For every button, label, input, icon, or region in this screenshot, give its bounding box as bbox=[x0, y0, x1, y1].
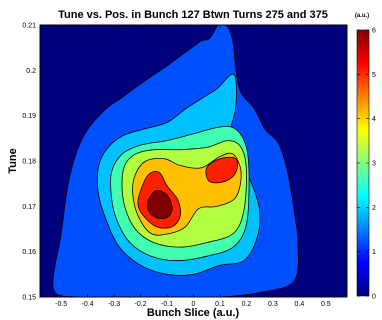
colorbar-ticks: 0 1 2 3 4 5 6 bbox=[357, 28, 376, 301]
x-axis-ticks: -0.5 -0.4 -0.3 -0.2 -0.1 0 0.1 0.2 0.3 0.4 0.5 bbox=[55, 25, 331, 308]
x-tick-label: 0.5 bbox=[321, 301, 331, 308]
y-tick-label: 0.16 bbox=[22, 249, 36, 256]
y-tick-label: 0.2 bbox=[26, 68, 36, 75]
x-tick-label: -0.4 bbox=[82, 301, 94, 308]
colorbar-tick-label: 0 bbox=[372, 294, 376, 301]
y-tick-label: 0.19 bbox=[22, 113, 36, 120]
colorbar-tick-label: 1 bbox=[372, 249, 376, 256]
colorbar-tick-label: 4 bbox=[372, 116, 376, 123]
x-tick-label: 0.1 bbox=[215, 301, 225, 308]
y-axis-ticks: 0.15 0.16 0.17 0.18 0.19 0.2 0.21 bbox=[22, 23, 347, 302]
contour-level-6 bbox=[205, 156, 238, 184]
contour-layer bbox=[52, 25, 299, 297]
contour-level-7 bbox=[147, 189, 173, 220]
y-axis-label: Tune bbox=[7, 148, 19, 173]
colorbar-tick-label: 6 bbox=[372, 28, 376, 35]
chart-title: Tune vs. Pos. in Bunch 127 Btwn Turns 27… bbox=[58, 9, 328, 21]
x-axis-label: Bunch Slice (a.u.) bbox=[147, 307, 240, 319]
colorbar: (a.u.) 0 1 2 3 4 5 6 bbox=[355, 13, 376, 301]
y-tick-label: 0.17 bbox=[22, 204, 36, 211]
x-tick-label: 0.4 bbox=[294, 301, 304, 308]
colorbar-tick-label: 3 bbox=[372, 161, 376, 168]
x-tick-label: -0.3 bbox=[108, 301, 120, 308]
x-tick-label: 0 bbox=[192, 301, 196, 308]
y-tick-label: 0.21 bbox=[22, 23, 36, 30]
colorbar-unit-label: (a.u.) bbox=[355, 13, 369, 19]
x-tick-label: -0.2 bbox=[135, 301, 147, 308]
x-tick-label: 0.3 bbox=[268, 301, 278, 308]
x-tick-label: -0.1 bbox=[161, 301, 173, 308]
x-tick-label: -0.5 bbox=[55, 301, 67, 308]
y-tick-label: 0.18 bbox=[22, 159, 36, 166]
colorbar-tick-label: 2 bbox=[372, 205, 376, 212]
colorbar-tick-label: 5 bbox=[372, 72, 376, 79]
x-tick-label: 0.2 bbox=[242, 301, 252, 308]
plot-area: -0.5 -0.4 -0.3 -0.2 -0.1 0 0.1 0.2 0.3 0.4 0.5 0.1… bbox=[22, 23, 348, 308]
y-tick-label: 0.15 bbox=[22, 295, 36, 302]
